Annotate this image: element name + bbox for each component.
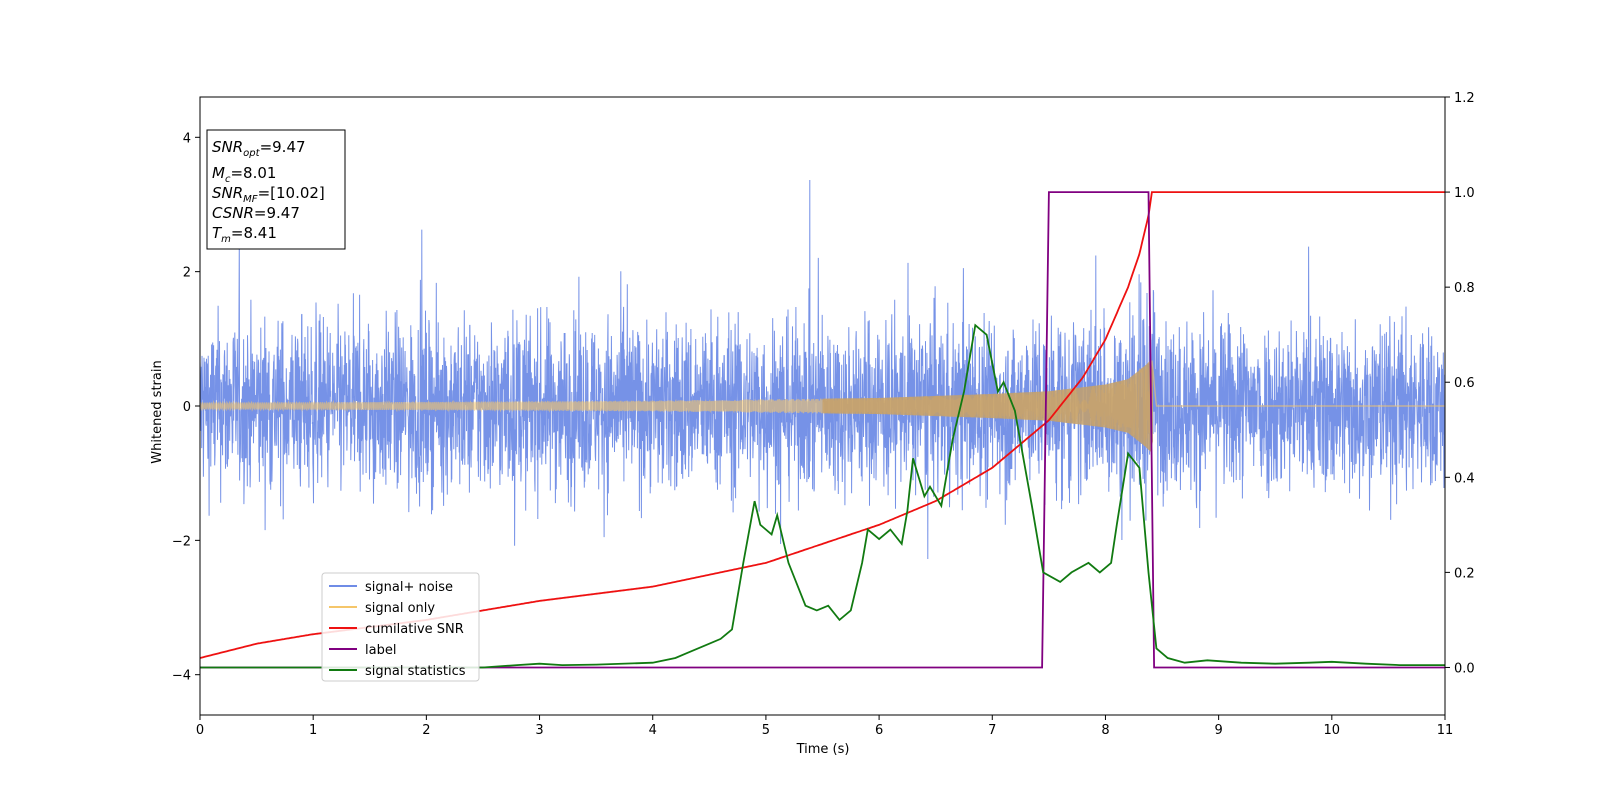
info-tm: Tm=8.41: [212, 224, 277, 245]
y2-tick-label: 0.4: [1454, 471, 1475, 486]
x-tick-label: 5: [762, 723, 770, 738]
y-tick-label: 4: [183, 131, 191, 146]
x-tick-label: 6: [875, 723, 883, 738]
x-axis-label: Time (s): [796, 742, 850, 757]
info-snr-opt: SNRopt=9.47: [212, 138, 306, 159]
y2-tick-label: 0.6: [1454, 376, 1475, 391]
y-tick-label: 0: [183, 400, 191, 415]
info-box: SNRopt=9.47 Mc=8.01 SNRMF=[10.02] CSNR=9…: [206, 129, 346, 250]
x-tick-label: 10: [1324, 723, 1341, 738]
series-label: [200, 191, 1445, 669]
x-tick-label: 7: [988, 723, 996, 738]
y-tick-label: 2: [183, 266, 191, 281]
legend: signal+ noise signal only cumilative SNR la…: [321, 572, 480, 682]
legend-label: signal only: [365, 601, 435, 616]
x-tick-label: 8: [1101, 723, 1109, 738]
info-csnr: CSNR=9.47: [212, 204, 300, 222]
signal-envelope-fill: [822, 360, 1153, 452]
y2-tick-label: 1.0: [1454, 186, 1475, 201]
y2-tick-label: 0.8: [1454, 281, 1475, 296]
legend-label: signal+ noise: [365, 580, 453, 595]
y2-tick-label: 1.2: [1454, 91, 1475, 106]
axes: 0 1 2 3 4 5 6 7 8 9 10 11 −4 −2 0 2 4 0.0 0.2 0.4 0.6 0.8 1.0 1…: [172, 91, 1475, 738]
y-tick-label: −4: [172, 669, 191, 684]
y-axis-label: Whitened strain: [150, 360, 165, 463]
x-tick-label: 1: [309, 723, 317, 738]
x-tick-label: 9: [1214, 723, 1222, 738]
info-mc: Mc=8.01: [212, 164, 276, 185]
legend-frame: [321, 572, 480, 682]
info-snr-mf: SNRMF=[10.02]: [212, 184, 325, 205]
x-tick-label: 4: [649, 723, 657, 738]
info-box-frame: [206, 129, 346, 250]
x-tick-label: 3: [535, 723, 543, 738]
x-tick-label: 11: [1437, 723, 1454, 738]
x-tick-label: 2: [422, 723, 430, 738]
y-tick-label: −2: [172, 534, 191, 549]
y2-tick-label: 0.2: [1454, 566, 1475, 581]
series-signal-statistics: [200, 323, 1445, 669]
y2-tick-label: 0.0: [1454, 661, 1475, 676]
x-tick-label: 0: [196, 723, 204, 738]
legend-label: label: [365, 643, 396, 658]
legend-label: cumilative SNR: [365, 622, 464, 637]
legend-label: signal statistics: [365, 664, 466, 679]
